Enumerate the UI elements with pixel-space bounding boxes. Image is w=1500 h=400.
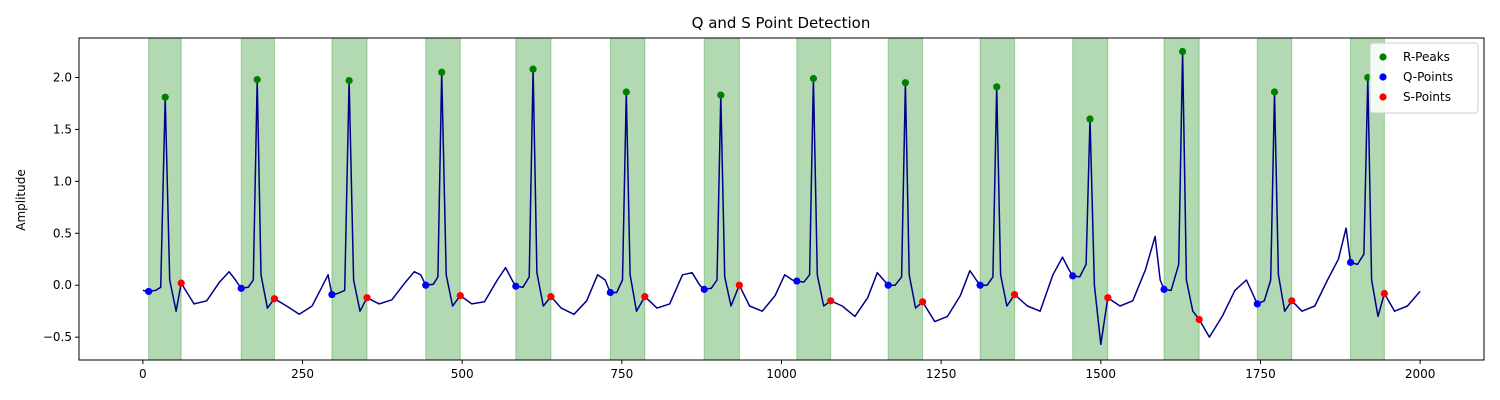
signal-series xyxy=(142,50,1421,346)
x-tick-label-0: 0 xyxy=(139,367,147,381)
r-peak-6 xyxy=(717,91,725,99)
s-point-12 xyxy=(1288,297,1296,305)
q-point-7 xyxy=(793,277,801,285)
r-peak-10 xyxy=(1086,115,1094,123)
legend-marker-2 xyxy=(1379,93,1387,101)
s-point-4 xyxy=(547,293,555,301)
y-axis-ticks: −0.5 0.0 0.5 1.0 1.5 2.0 xyxy=(43,70,79,344)
qrs-region-6 xyxy=(703,37,740,361)
x-axis-ticks: 0 250 500 750 1000 1250 1500 1750 2000 xyxy=(139,360,1435,381)
q-point-4 xyxy=(512,282,520,290)
r-peak-5 xyxy=(622,88,630,96)
r-peak-9 xyxy=(993,83,1001,91)
s-point-5 xyxy=(641,293,649,301)
s-point-11 xyxy=(1195,315,1203,324)
y-tick-label--0.5: −0.5 xyxy=(43,330,72,344)
q-point-2 xyxy=(328,290,336,299)
detected-points xyxy=(145,47,1388,324)
r-peak-7 xyxy=(809,74,818,83)
x-tick-label-500: 500 xyxy=(451,367,474,381)
s-point-0 xyxy=(177,279,185,287)
qrs-region-5 xyxy=(609,37,646,361)
legend-label-1: Q-Points xyxy=(1403,70,1453,84)
y-axis-label: Amplitude xyxy=(14,169,28,231)
q-point-9 xyxy=(976,281,984,289)
legend-box xyxy=(1369,42,1479,114)
r-peak-11 xyxy=(1178,47,1187,56)
q-point-12 xyxy=(1253,300,1261,308)
q-point-3 xyxy=(422,281,430,289)
x-tick-label-1000: 1000 xyxy=(766,367,797,381)
q-point-13 xyxy=(1346,258,1355,266)
y-tick-label-0.5: 0.5 xyxy=(53,226,72,240)
qrs-regions xyxy=(148,37,1385,361)
x-tick-label-750: 750 xyxy=(610,367,633,381)
y-tick-label-1.5: 1.5 xyxy=(53,122,72,136)
q-point-8 xyxy=(884,281,892,289)
x-tick-label-1250: 1250 xyxy=(926,367,957,381)
legend-label-0: R-Peaks xyxy=(1403,50,1450,64)
s-point-13 xyxy=(1380,289,1388,298)
x-tick-label-2000: 2000 xyxy=(1405,367,1436,381)
s-point-3 xyxy=(456,292,464,300)
x-tick-label-250: 250 xyxy=(291,367,314,381)
r-peak-4 xyxy=(529,65,537,73)
q-point-10 xyxy=(1069,272,1077,280)
legend: R-Peaks Q-Points S-Points xyxy=(1369,42,1479,114)
s-point-2 xyxy=(363,294,371,302)
legend-marker-1 xyxy=(1379,73,1387,81)
r-peak-1 xyxy=(253,75,261,84)
s-point-1 xyxy=(270,295,279,303)
q-point-5 xyxy=(606,288,614,297)
y-tick-label-1: 1.0 xyxy=(53,174,72,188)
y-tick-label-0: 0.0 xyxy=(53,278,72,292)
s-point-8 xyxy=(919,298,927,306)
r-peak-2 xyxy=(345,76,353,85)
r-peak-0 xyxy=(161,93,169,101)
q-point-6 xyxy=(700,285,708,293)
qrs-region-12 xyxy=(1256,37,1293,361)
q-point-1 xyxy=(237,284,245,292)
q-point-0 xyxy=(145,287,153,296)
s-point-10 xyxy=(1104,294,1112,302)
x-tick-label-1750: 1750 xyxy=(1245,367,1276,381)
qrs-region-10 xyxy=(1072,37,1109,361)
ecg-signal-line xyxy=(142,50,1421,346)
r-peak-8 xyxy=(901,79,909,87)
r-peak-12 xyxy=(1270,88,1279,96)
x-tick-label-1500: 1500 xyxy=(1086,367,1117,381)
legend-marker-0 xyxy=(1379,53,1387,61)
s-point-6 xyxy=(735,281,743,289)
s-point-9 xyxy=(1011,290,1019,299)
legend-label-2: S-Points xyxy=(1403,90,1451,104)
qrs-region-3 xyxy=(425,37,461,361)
q-point-11 xyxy=(1160,285,1168,293)
chart-title: Q and S Point Detection xyxy=(692,14,871,32)
s-point-7 xyxy=(827,297,835,305)
r-peak-3 xyxy=(438,68,446,76)
y-tick-label-2: 2.0 xyxy=(53,70,72,84)
